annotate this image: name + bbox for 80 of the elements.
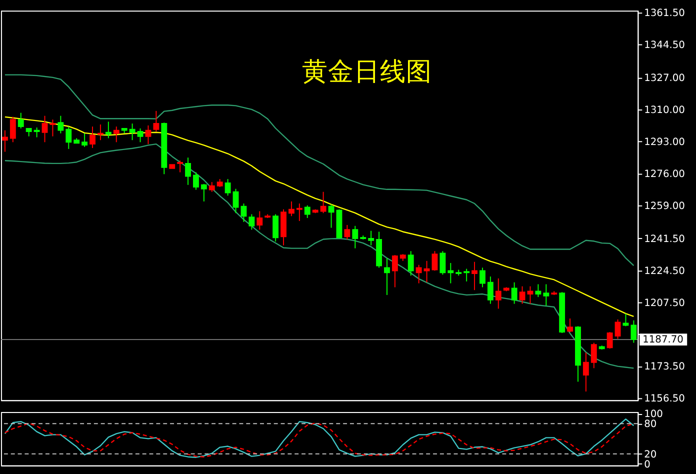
candlestick bbox=[368, 230, 374, 246]
y-tick-label: 1310.00 bbox=[644, 104, 685, 116]
candlestick bbox=[352, 225, 358, 249]
candlestick bbox=[34, 127, 40, 138]
y-tick-label: 20 bbox=[644, 449, 657, 460]
candlestick bbox=[200, 183, 207, 202]
y-tick-label: 1293.00 bbox=[644, 136, 685, 148]
candlestick bbox=[511, 282, 518, 304]
candlestick bbox=[113, 126, 120, 143]
candlestick bbox=[256, 210, 263, 230]
candlestick bbox=[240, 203, 247, 222]
y-tick-label: 1224.50 bbox=[644, 266, 685, 277]
candlestick bbox=[567, 318, 573, 333]
candlestick bbox=[472, 261, 478, 291]
candlestick bbox=[224, 178, 231, 196]
candlestick bbox=[416, 264, 422, 284]
candlestick bbox=[248, 214, 255, 230]
candlestick bbox=[535, 284, 542, 298]
candlestick bbox=[50, 119, 56, 137]
candlestick bbox=[90, 126, 96, 148]
candlestick bbox=[66, 126, 72, 150]
y-tick-label: 1173.50 bbox=[644, 362, 685, 373]
y-tick-label: 1361.50 bbox=[644, 8, 685, 19]
candlestick bbox=[495, 278, 502, 310]
candlestick bbox=[384, 258, 390, 296]
candlestick bbox=[320, 191, 326, 214]
candlestick bbox=[193, 172, 199, 190]
candlestick bbox=[82, 132, 88, 148]
candlestick bbox=[177, 160, 184, 173]
candlestick bbox=[480, 267, 486, 288]
candlestick bbox=[296, 203, 302, 222]
y-tick-label: 1259.00 bbox=[644, 200, 685, 212]
y-tick-label: 80 bbox=[644, 419, 657, 430]
y-tick-label: 1276.00 bbox=[644, 168, 685, 180]
candlestick bbox=[582, 352, 589, 392]
y-tick-label: 1156.50 bbox=[644, 394, 685, 405]
candlestick bbox=[392, 254, 398, 288]
candlestick bbox=[344, 224, 350, 240]
candlestick bbox=[10, 116, 16, 143]
candlestick bbox=[630, 320, 637, 344]
candlestick bbox=[519, 286, 526, 304]
candlestick bbox=[272, 214, 279, 242]
candlestick bbox=[137, 128, 144, 143]
candlestick bbox=[129, 123, 136, 141]
candlestick bbox=[232, 188, 239, 214]
candlestick bbox=[2, 130, 8, 152]
y-tick-label: 1207.50 bbox=[644, 298, 685, 309]
y-tick-label: 1241.50 bbox=[644, 234, 685, 245]
y-tick-label: 100 bbox=[644, 408, 663, 420]
candlestick bbox=[527, 286, 534, 304]
candlestick bbox=[304, 204, 310, 218]
candlestick bbox=[105, 121, 112, 139]
candlestick bbox=[432, 250, 438, 272]
text: 黄金日线图 bbox=[302, 56, 432, 87]
candlestick bbox=[145, 124, 152, 145]
candlestick bbox=[18, 112, 24, 129]
candlestick bbox=[487, 276, 494, 304]
candlestick bbox=[543, 284, 550, 306]
y-tick-label: 1327.00 bbox=[644, 72, 685, 84]
candlestick bbox=[440, 250, 446, 276]
candlestick bbox=[185, 157, 191, 186]
candlestick bbox=[153, 110, 160, 132]
candlestick bbox=[606, 332, 613, 350]
line-series bbox=[4, 143, 634, 369]
candlestick bbox=[590, 342, 597, 369]
line-series bbox=[4, 116, 634, 318]
candlestick bbox=[42, 115, 48, 143]
candlestick bbox=[288, 200, 294, 217]
candlestick bbox=[408, 250, 414, 276]
candlestick bbox=[614, 318, 621, 340]
candlestick bbox=[98, 124, 104, 141]
y-tick-label: 0 bbox=[644, 459, 650, 470]
candlestick bbox=[448, 262, 454, 284]
candlestick bbox=[58, 115, 64, 134]
candlestick bbox=[622, 313, 629, 327]
y-tick-label: 1344.50 bbox=[644, 40, 685, 51]
ref-line-label: 1187.70 bbox=[642, 334, 684, 346]
candlestick bbox=[208, 182, 215, 192]
candlestick bbox=[464, 268, 470, 282]
candlestick bbox=[328, 204, 334, 228]
